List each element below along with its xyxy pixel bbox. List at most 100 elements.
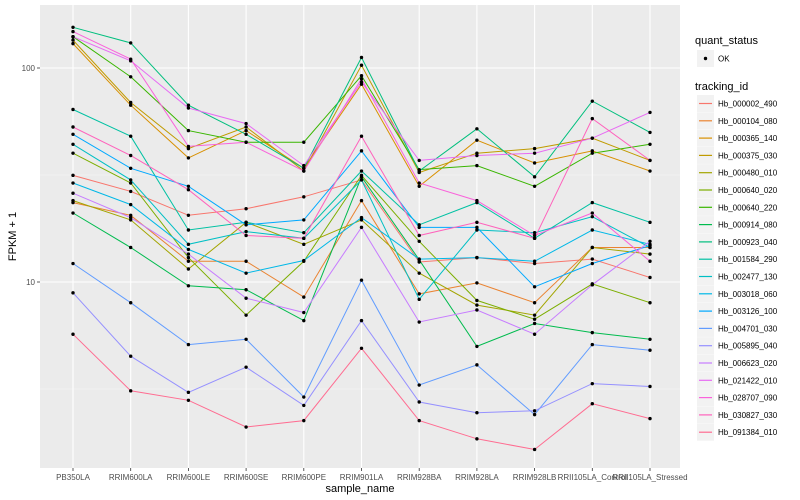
data-point bbox=[532, 317, 537, 321]
data-point bbox=[129, 75, 133, 79]
data-point bbox=[359, 178, 364, 182]
data-point bbox=[186, 242, 191, 247]
data-point bbox=[244, 140, 248, 144]
data-point bbox=[532, 230, 537, 235]
data-point bbox=[532, 409, 537, 413]
legend-label-Hb_030827_030: Hb_030827_030 bbox=[718, 411, 778, 420]
data-point bbox=[532, 285, 537, 289]
data-point bbox=[590, 261, 594, 266]
shape-legend-title: quant_status bbox=[695, 35, 758, 47]
data-point bbox=[590, 200, 594, 205]
data-point bbox=[302, 163, 306, 168]
data-point bbox=[590, 228, 594, 232]
data-point bbox=[186, 128, 191, 133]
data-point bbox=[302, 140, 306, 144]
data-point bbox=[417, 400, 421, 404]
x-tick-label: RRIM600PE bbox=[282, 473, 326, 482]
data-point bbox=[532, 301, 537, 305]
data-point bbox=[129, 166, 133, 170]
data-point bbox=[186, 284, 191, 288]
data-point bbox=[244, 288, 248, 292]
data-point bbox=[129, 100, 133, 105]
data-point bbox=[590, 211, 594, 215]
legend-label-Hb_004701_030: Hb_004701_030 bbox=[718, 324, 778, 333]
data-point bbox=[359, 80, 364, 84]
data-point bbox=[71, 191, 75, 195]
data-point bbox=[417, 271, 421, 275]
legend-label-Hb_000104_080: Hb_000104_080 bbox=[718, 117, 778, 126]
data-point bbox=[417, 184, 421, 189]
data-point bbox=[417, 239, 421, 243]
data-point bbox=[302, 242, 306, 247]
series-points bbox=[71, 25, 652, 452]
data-point bbox=[302, 169, 306, 173]
legend-label-Hb_000640_220: Hb_000640_220 bbox=[718, 203, 778, 212]
data-point bbox=[244, 132, 248, 136]
data-point bbox=[71, 151, 75, 155]
y-tick-label: 100 bbox=[22, 64, 36, 73]
data-point bbox=[359, 218, 364, 222]
data-point bbox=[532, 321, 537, 326]
data-point bbox=[302, 236, 306, 241]
data-point bbox=[71, 142, 75, 147]
data-point bbox=[302, 166, 306, 170]
data-point bbox=[186, 247, 191, 252]
legend-label-Hb_000640_020: Hb_000640_020 bbox=[718, 186, 778, 195]
data-point bbox=[244, 233, 248, 238]
data-point bbox=[359, 149, 364, 153]
data-point bbox=[417, 158, 421, 163]
data-point bbox=[475, 151, 479, 155]
data-point bbox=[417, 225, 421, 230]
data-point bbox=[359, 55, 364, 60]
data-point bbox=[71, 38, 75, 42]
data-point bbox=[302, 258, 306, 263]
data-point bbox=[590, 99, 594, 103]
data-point bbox=[648, 301, 652, 305]
y-tick-label: 10 bbox=[26, 278, 35, 287]
data-point bbox=[648, 220, 652, 225]
data-point bbox=[186, 106, 191, 110]
data-point bbox=[475, 228, 479, 232]
data-point bbox=[475, 303, 479, 307]
data-point bbox=[71, 332, 75, 336]
data-point bbox=[648, 259, 652, 263]
data-point bbox=[71, 181, 75, 185]
x-tick-label: RRII105LA_Control bbox=[558, 473, 628, 482]
data-point bbox=[186, 103, 191, 107]
data-point bbox=[129, 178, 133, 182]
data-point bbox=[186, 156, 191, 160]
x-tick-label: RRIM928BA bbox=[397, 473, 442, 482]
data-point bbox=[71, 25, 75, 29]
data-point bbox=[186, 259, 191, 263]
data-point bbox=[532, 175, 537, 179]
data-point bbox=[648, 243, 652, 248]
data-point bbox=[359, 215, 364, 220]
data-point bbox=[648, 275, 652, 280]
data-point bbox=[475, 308, 479, 312]
data-point bbox=[244, 296, 248, 300]
data-point bbox=[129, 218, 133, 222]
data-point bbox=[186, 267, 191, 271]
legend-label-Hb_001584_290: Hb_001584_290 bbox=[718, 255, 778, 264]
data-point bbox=[532, 151, 537, 155]
data-point bbox=[417, 233, 421, 238]
data-point bbox=[532, 146, 537, 151]
data-point bbox=[129, 354, 133, 358]
data-point bbox=[475, 281, 479, 285]
data-point bbox=[129, 215, 133, 220]
y-axis: 10 100 bbox=[22, 64, 40, 287]
data-point bbox=[359, 63, 364, 67]
data-point bbox=[186, 255, 191, 260]
data-point bbox=[475, 127, 479, 131]
data-point bbox=[71, 291, 75, 295]
data-point bbox=[532, 447, 537, 452]
data-point bbox=[186, 213, 191, 217]
data-point bbox=[244, 365, 248, 369]
data-point bbox=[302, 310, 306, 315]
data-point bbox=[475, 153, 479, 158]
data-point bbox=[302, 418, 306, 423]
data-point bbox=[302, 403, 306, 408]
data-point bbox=[590, 136, 594, 140]
data-point bbox=[648, 142, 652, 147]
legend-label-Hb_005895_040: Hb_005895_040 bbox=[718, 342, 778, 351]
